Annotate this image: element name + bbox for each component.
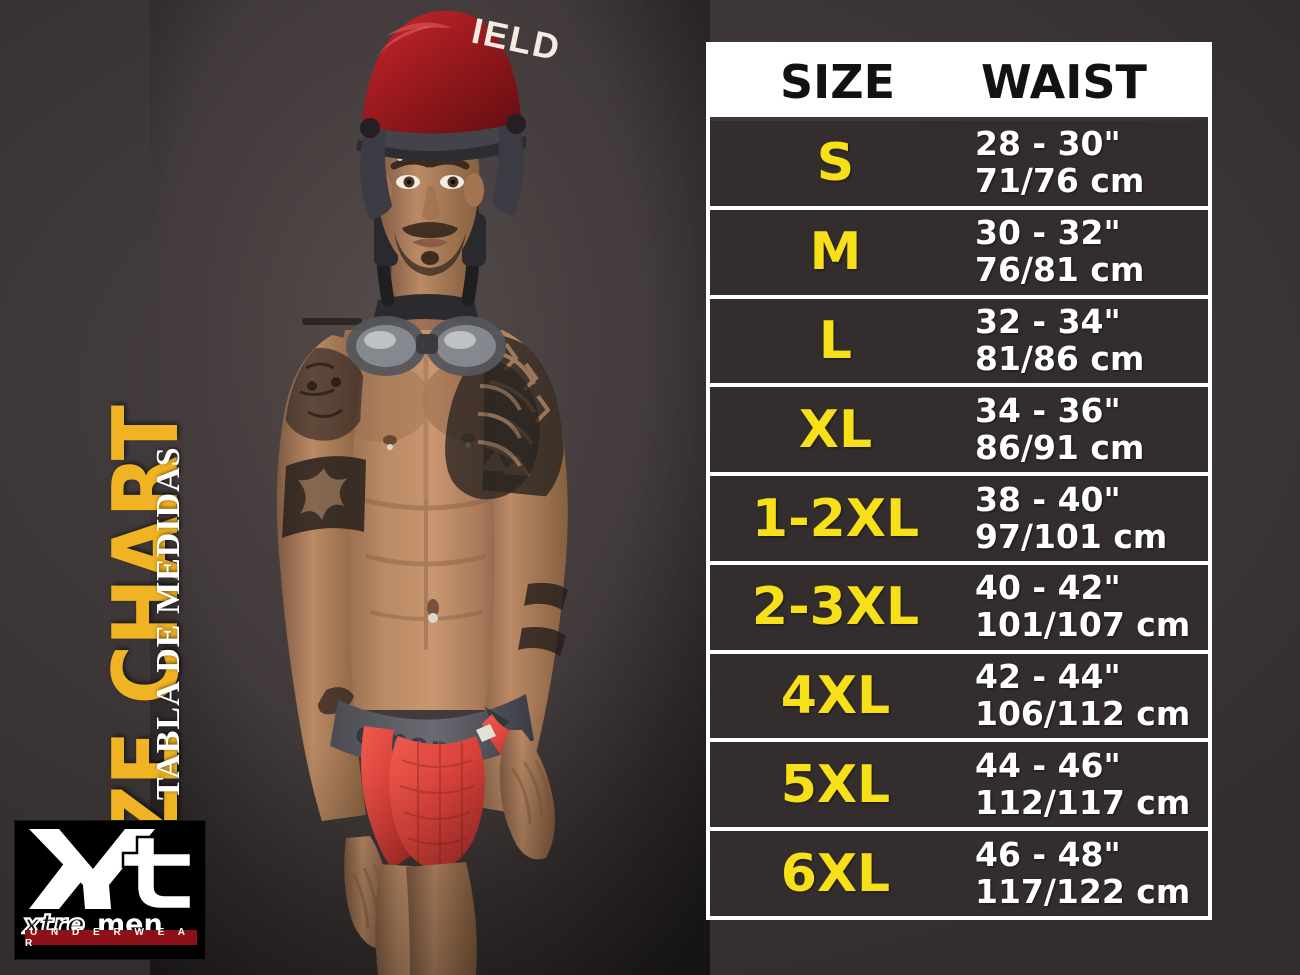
column-header-size: SIZE <box>779 54 896 109</box>
size-cell: L <box>818 310 853 371</box>
waist-cell: 44 - 46" 112/117 cm <box>961 745 1208 822</box>
waist-cell: 30 - 32" 76/81 cm <box>961 213 1208 290</box>
waist-inches: 46 - 48" <box>975 834 1121 874</box>
waist-cell: 40 - 42" 101/107 cm <box>961 568 1208 645</box>
waist-cell: 28 - 30" 71/76 cm <box>961 124 1208 201</box>
page-subtitle: TABLA DE MEDIDAS <box>150 446 187 800</box>
waist-centimeters: 112/117 cm <box>975 782 1191 822</box>
table-row: L 32 - 34" 81/86 cm <box>710 298 1208 388</box>
waist-centimeters: 106/112 cm <box>975 694 1191 734</box>
table-row: XL 34 - 36" 86/91 cm <box>710 387 1208 477</box>
size-cell: XL <box>798 399 873 460</box>
waist-inches: 42 - 44" <box>975 657 1121 697</box>
underwear-tagline-bar: U N D E R W E A R <box>25 927 197 949</box>
waist-inches: 44 - 46" <box>975 745 1121 785</box>
table-row: 4XL 42 - 44" 106/112 cm <box>710 653 1208 743</box>
waist-centimeters: 71/76 cm <box>975 161 1145 201</box>
waist-cell: 46 - 48" 117/122 cm <box>961 834 1208 911</box>
size-chart-table: SIZE WAIST S 28 - 30" 71/76 cm M 30 - 32" 76/… <box>706 42 1212 920</box>
table-row: S 28 - 30" 71/76 cm <box>710 121 1208 210</box>
waist-centimeters: 101/107 cm <box>975 605 1191 645</box>
table-header-row: SIZE WAIST <box>710 46 1208 117</box>
table-body: S 28 - 30" 71/76 cm M 30 - 32" 76/81 cm L 32 - … <box>710 117 1208 917</box>
waist-cell: 32 - 34" 81/86 cm <box>961 302 1208 378</box>
waist-inches: 38 - 40" <box>975 479 1121 519</box>
table-row: 1-2XL 38 - 40" 97/101 cm <box>710 476 1208 565</box>
waist-inches: 34 - 36" <box>975 390 1121 430</box>
size-cell: 2-3XL <box>751 577 920 638</box>
waist-inches: 40 - 42" <box>975 568 1121 608</box>
table-row: M 30 - 32" 76/81 cm <box>710 209 1208 299</box>
size-cell: 5XL <box>780 754 891 815</box>
waist-inches: 28 - 30" <box>975 124 1121 164</box>
table-row: 2-3XL 40 - 42" 101/107 cm <box>710 564 1208 654</box>
underwear-tagline: U N D E R W E A R <box>25 926 191 949</box>
waist-centimeters: 86/91 cm <box>975 427 1145 467</box>
column-header-waist: WAIST <box>981 54 1147 109</box>
size-cell: 6XL <box>780 843 891 904</box>
table-row: 6XL 46 - 48" 117/122 cm <box>710 831 1208 917</box>
size-cell: S <box>816 133 855 194</box>
xt-monogram-icon <box>29 829 193 911</box>
brand-logo: xtre men U N D E R W E A R <box>14 820 206 960</box>
size-cell: M <box>809 222 862 283</box>
waist-centimeters: 81/86 cm <box>975 338 1145 378</box>
table-row: 5XL 44 - 46" 112/117 cm <box>710 742 1208 832</box>
waist-inches: 32 - 34" <box>975 302 1121 341</box>
waist-inches: 30 - 32" <box>975 213 1121 253</box>
size-cell: 4XL <box>780 666 891 727</box>
waist-centimeters: 117/122 cm <box>975 871 1191 911</box>
waist-centimeters: 76/81 cm <box>975 250 1145 290</box>
waist-cell: 38 - 40" 97/101 cm <box>961 479 1208 556</box>
waist-cell: 42 - 44" 106/112 cm <box>961 657 1208 734</box>
waist-cell: 34 - 36" 86/91 cm <box>961 390 1208 467</box>
waist-centimeters: 97/101 cm <box>975 516 1168 556</box>
size-cell: 1-2XL <box>751 488 920 549</box>
